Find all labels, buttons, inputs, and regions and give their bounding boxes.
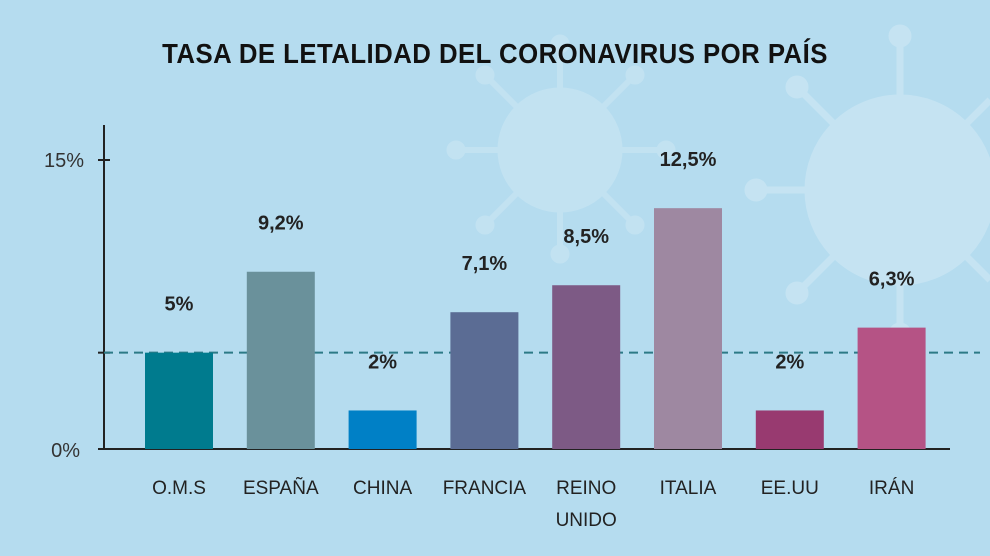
- bar: [755, 410, 824, 449]
- value-label: 12,5%: [660, 149, 717, 171]
- value-label: 5%: [165, 294, 194, 316]
- value-label: 6,3%: [869, 269, 915, 291]
- category-label: FRANCIA: [443, 478, 527, 499]
- bar: [857, 327, 926, 449]
- value-label: 2%: [368, 351, 397, 373]
- bar: [654, 208, 722, 449]
- category-label: REINO UNIDO: [556, 478, 617, 531]
- category-label: O.M.S: [152, 478, 206, 499]
- chart-title: TASA DE LETALIDAD DEL CORONAVIRUS POR PA…: [162, 38, 828, 69]
- y-tick-label: 15%: [44, 150, 84, 172]
- value-label: 2%: [775, 351, 804, 373]
- bar: [145, 352, 213, 449]
- labels-group: 5% O.M.S 9,2% ESPAÑA 2% CHINA 7,1% FRANCIA 8,5% R…: [152, 149, 915, 531]
- bar: [246, 271, 315, 449]
- bars-group: [145, 208, 926, 449]
- value-label: 7,1%: [462, 253, 508, 275]
- y-tick-label: 0%: [51, 440, 80, 462]
- category-label: IRÁN: [869, 478, 914, 499]
- bar: [552, 285, 621, 449]
- value-label: 9,2%: [258, 213, 304, 235]
- value-label: 8,5%: [563, 226, 609, 248]
- category-label: ITALIA: [660, 478, 717, 499]
- category-label: CHINA: [353, 478, 412, 499]
- category-label: ESPAÑA: [243, 477, 319, 499]
- bar: [348, 410, 417, 449]
- bar: [450, 312, 519, 449]
- category-label: EE.UU: [761, 478, 819, 499]
